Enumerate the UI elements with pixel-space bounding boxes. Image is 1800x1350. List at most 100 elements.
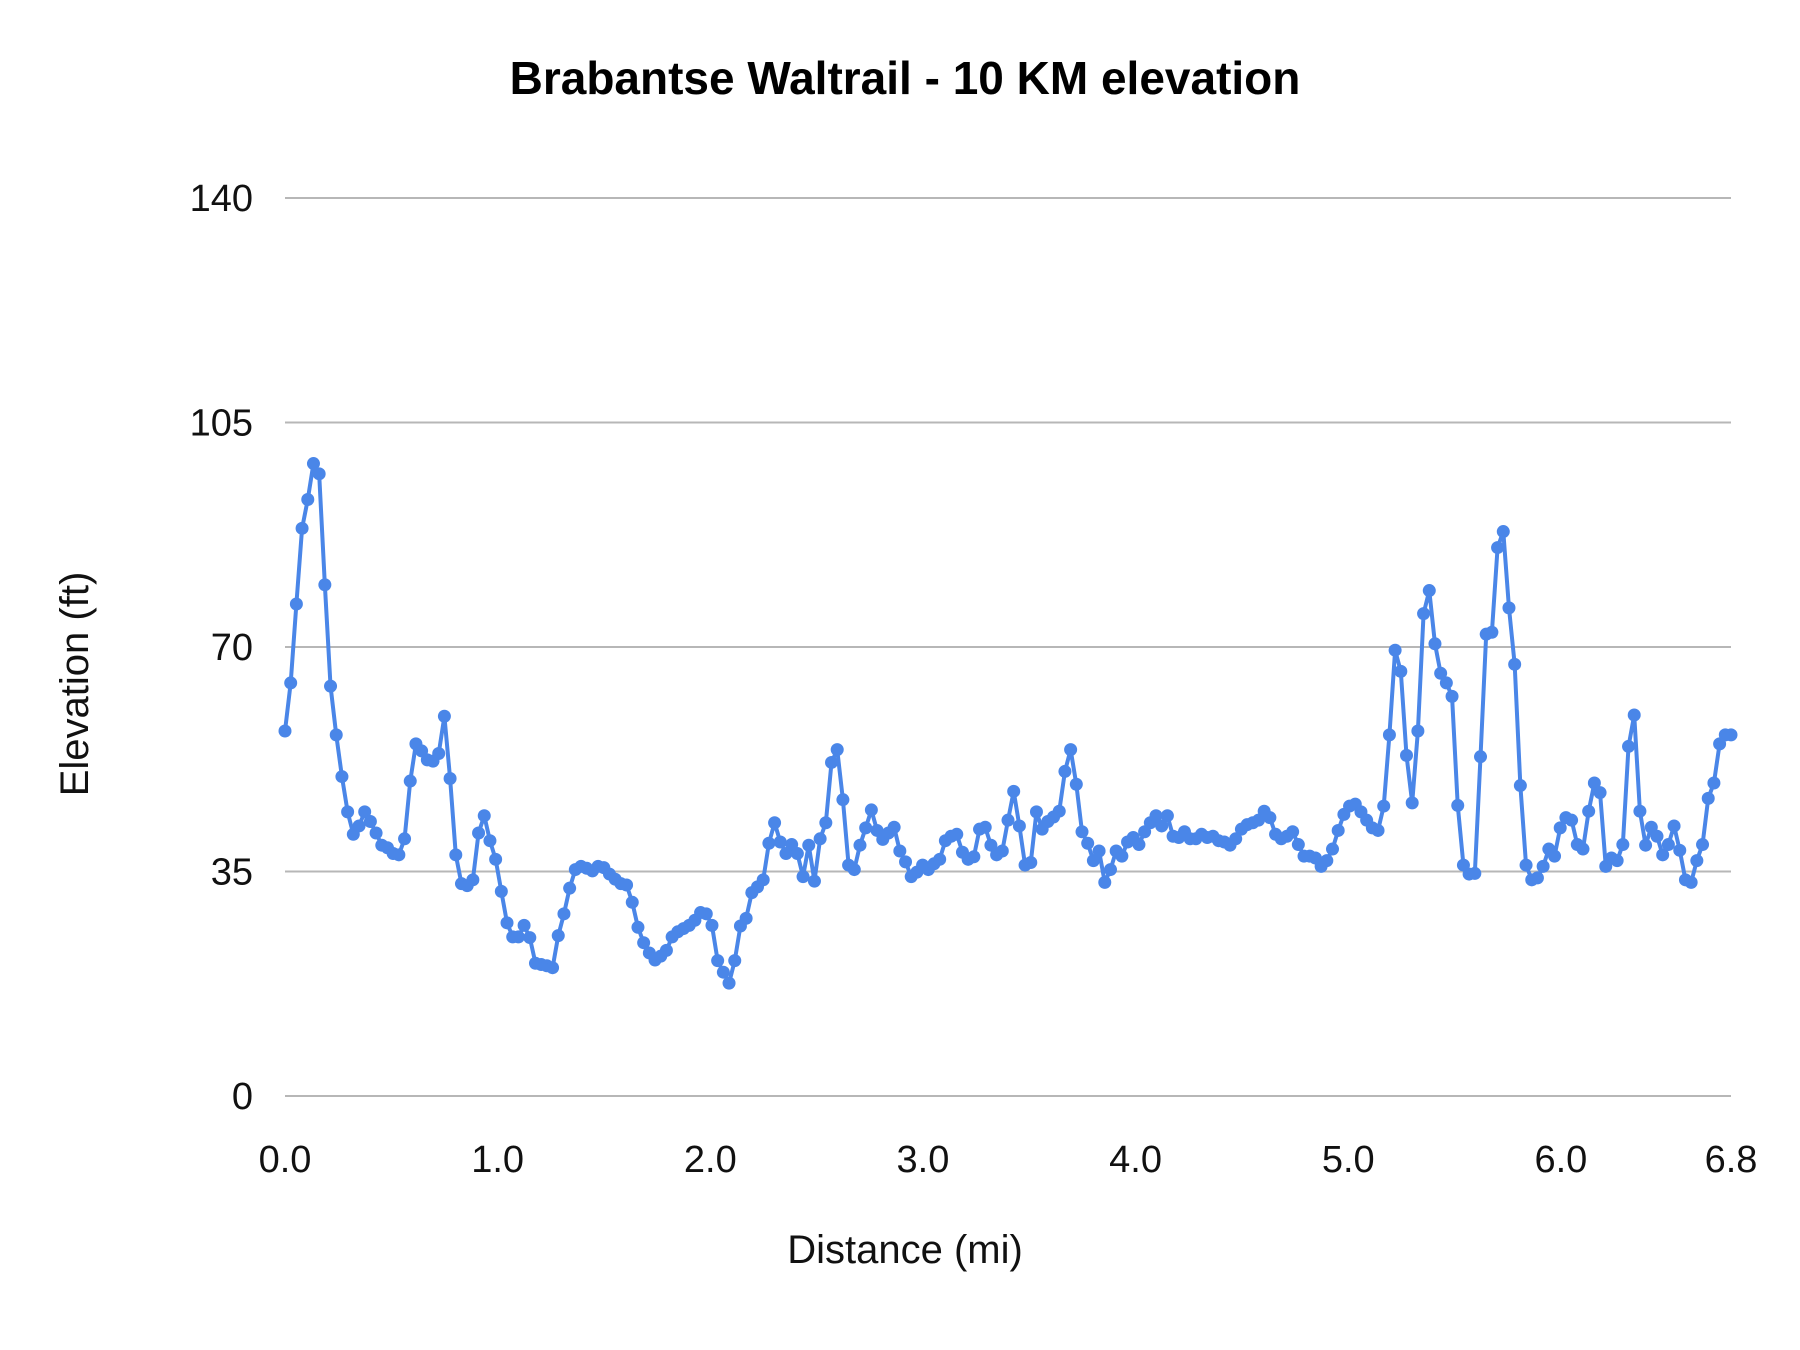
data-point [1001, 813, 1015, 827]
x-tick-label: 1.0 [471, 1139, 524, 1181]
data-point [1701, 791, 1715, 805]
data-point [773, 835, 787, 849]
x-tick-label: 2.0 [684, 1139, 737, 1181]
data-point [807, 874, 821, 888]
data-point [329, 728, 343, 742]
data-point [477, 809, 491, 823]
data-point [363, 814, 377, 828]
data-point [995, 844, 1009, 858]
data-point [1639, 838, 1653, 852]
data-point [1058, 764, 1072, 778]
data-point [978, 820, 992, 834]
data-point [1439, 676, 1453, 690]
data-point [1508, 657, 1522, 671]
data-point [1519, 858, 1533, 872]
data-point [335, 770, 349, 784]
x-tick-label: 6.8 [1705, 1139, 1758, 1181]
data-point [551, 929, 565, 943]
data-point [1160, 809, 1174, 823]
data-point [1098, 875, 1112, 889]
x-tick-label: 5.0 [1322, 1139, 1375, 1181]
data-point [278, 724, 292, 738]
data-point [301, 492, 315, 506]
data-point [1582, 804, 1596, 818]
data-point [1622, 739, 1636, 753]
gridlines [285, 197, 1731, 1097]
data-point [984, 838, 998, 852]
data-point [1029, 805, 1043, 819]
data-point [1661, 838, 1675, 852]
data-point [705, 918, 719, 932]
data-point [1468, 866, 1482, 880]
data-point [620, 878, 634, 892]
data-point [511, 930, 525, 944]
data-point [1593, 786, 1607, 800]
data-point [494, 884, 508, 898]
data-point [398, 832, 412, 846]
data-point [1052, 804, 1066, 818]
y-tick-label: 70 [211, 627, 253, 669]
data-point [1502, 601, 1516, 615]
data-point [825, 755, 839, 769]
data-point [1263, 811, 1277, 825]
data-point [1325, 842, 1339, 856]
data-point [318, 578, 332, 592]
data-point [546, 961, 560, 975]
data-point [711, 954, 725, 968]
data-point [1656, 848, 1670, 862]
x-tick-label: 0.0 [259, 1139, 312, 1181]
x-tick-label: 4.0 [1109, 1139, 1162, 1181]
data-point [1633, 804, 1647, 818]
y-tick-label: 0 [232, 1076, 253, 1118]
y-tick-label: 105 [190, 403, 253, 445]
data-point [1382, 728, 1396, 742]
series-line [283, 461, 1731, 986]
data-point [1388, 643, 1402, 657]
data-point [722, 976, 736, 990]
data-point [1445, 689, 1459, 703]
data-point [768, 816, 782, 830]
data-point [1132, 838, 1146, 852]
data-point [295, 521, 309, 535]
data-point [523, 931, 537, 945]
data-point [830, 743, 844, 757]
data-point [489, 852, 503, 866]
data-point [557, 907, 571, 921]
data-point [1610, 854, 1624, 868]
data-point [756, 873, 770, 887]
data-point [1684, 875, 1698, 889]
data-point [762, 836, 776, 850]
y-axis-ticks: 0 35 70 105 140 [190, 178, 253, 1118]
data-point [1553, 821, 1567, 835]
data-point [306, 457, 320, 471]
data-point [1491, 541, 1505, 555]
data-point [631, 920, 645, 934]
data-point [517, 918, 531, 932]
data-point [466, 873, 480, 887]
data-point [1103, 863, 1117, 877]
data-point [1587, 776, 1601, 790]
data-point [813, 832, 827, 846]
data-point [1069, 777, 1083, 791]
data-point [933, 852, 947, 866]
data-point [1428, 637, 1442, 651]
data-point [1417, 607, 1431, 621]
y-axis-title: Elevation (ft) [53, 572, 97, 797]
data-point [1576, 842, 1590, 856]
data-point [1530, 871, 1544, 885]
data-point [1286, 825, 1300, 839]
data-point [437, 709, 451, 723]
data-point [1434, 666, 1448, 680]
data-point [289, 597, 303, 611]
data-point [796, 870, 810, 884]
data-point [341, 805, 355, 819]
data-point [659, 943, 673, 957]
data-point [853, 838, 867, 852]
data-point [1627, 708, 1641, 722]
data-point [284, 676, 298, 690]
data-point [728, 954, 742, 968]
data-point [819, 816, 833, 830]
data-point [899, 855, 913, 869]
x-tick-label: 6.0 [1534, 1139, 1587, 1181]
data-point [1650, 829, 1664, 843]
